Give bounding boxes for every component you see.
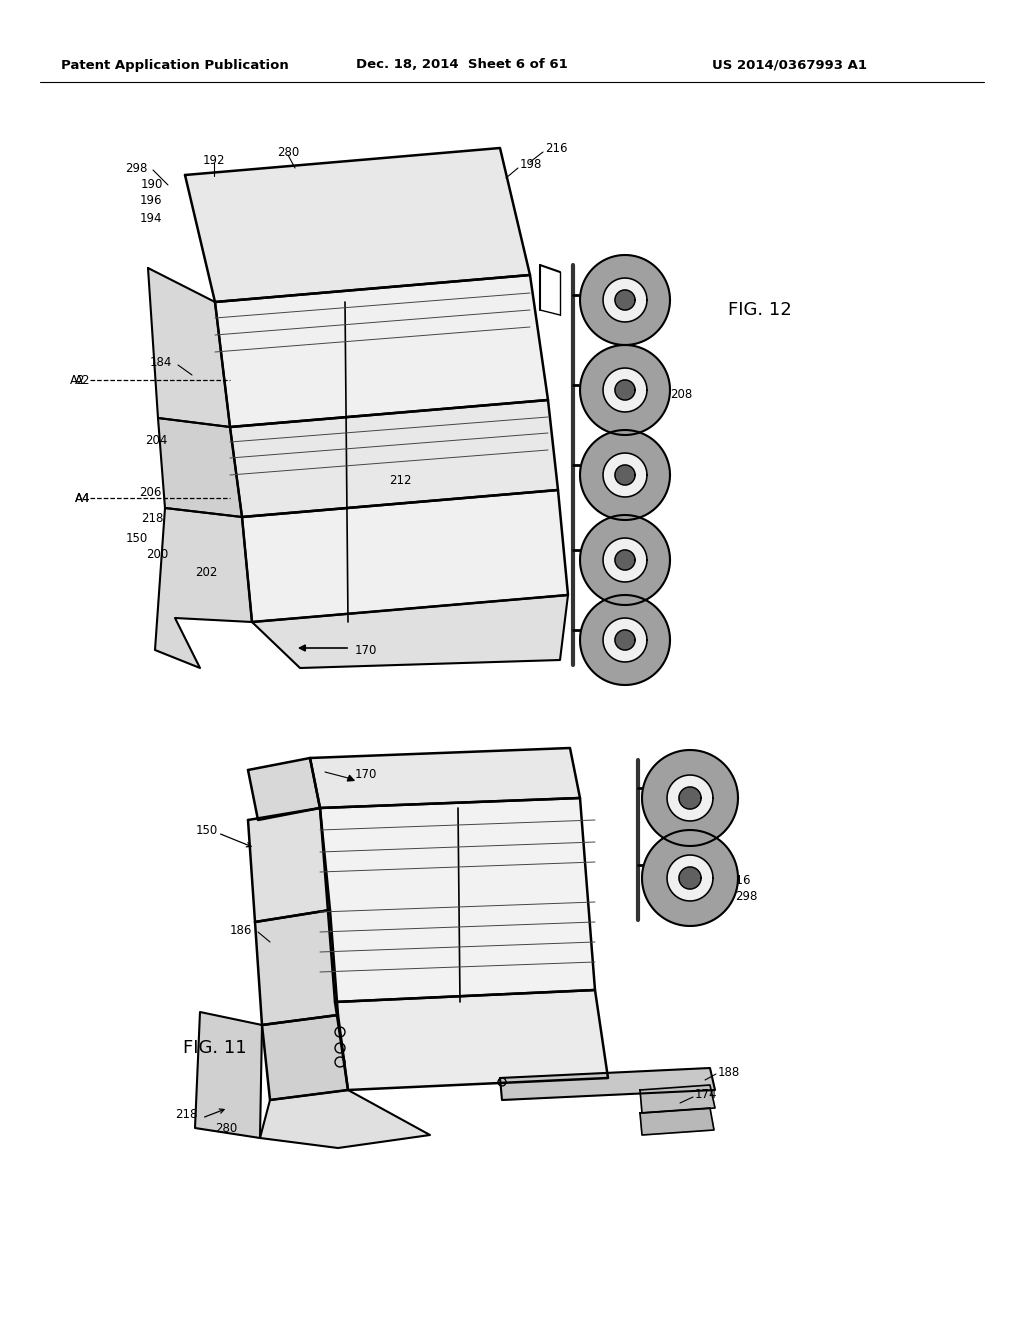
Text: 280: 280 xyxy=(215,1122,238,1134)
Text: 196: 196 xyxy=(139,194,162,206)
Text: 200: 200 xyxy=(145,549,168,561)
Text: A2: A2 xyxy=(75,374,90,387)
Text: 170: 170 xyxy=(355,768,378,781)
Text: 194: 194 xyxy=(139,211,162,224)
Text: 218: 218 xyxy=(140,511,163,524)
Text: 150: 150 xyxy=(196,824,218,837)
Text: 170: 170 xyxy=(355,644,378,656)
Text: 174: 174 xyxy=(695,1089,718,1101)
Text: Dec. 18, 2014  Sheet 6 of 61: Dec. 18, 2014 Sheet 6 of 61 xyxy=(356,58,568,71)
Polygon shape xyxy=(580,430,670,520)
Text: Patent Application Publication: Patent Application Publication xyxy=(61,58,289,71)
Text: 190: 190 xyxy=(140,178,163,191)
Polygon shape xyxy=(603,618,647,663)
Polygon shape xyxy=(248,808,330,921)
Polygon shape xyxy=(615,630,635,649)
Text: 216: 216 xyxy=(728,874,751,887)
Polygon shape xyxy=(640,1085,715,1113)
Polygon shape xyxy=(642,830,738,927)
Polygon shape xyxy=(667,855,713,902)
Text: A4: A4 xyxy=(75,491,90,504)
Text: 208: 208 xyxy=(670,388,692,401)
Polygon shape xyxy=(603,279,647,322)
Polygon shape xyxy=(262,1015,348,1100)
Polygon shape xyxy=(310,748,580,808)
Polygon shape xyxy=(158,418,242,517)
Polygon shape xyxy=(319,799,595,1002)
Polygon shape xyxy=(252,595,568,668)
Polygon shape xyxy=(195,1012,262,1138)
Polygon shape xyxy=(580,515,670,605)
Polygon shape xyxy=(679,867,701,888)
Text: 202: 202 xyxy=(195,565,217,578)
Text: 298: 298 xyxy=(735,890,758,903)
Text: FIG. 11: FIG. 11 xyxy=(183,1039,247,1057)
Polygon shape xyxy=(260,1090,430,1148)
Polygon shape xyxy=(642,750,738,846)
Polygon shape xyxy=(603,539,647,582)
Text: 206: 206 xyxy=(139,486,162,499)
Polygon shape xyxy=(640,1107,714,1135)
Text: 218: 218 xyxy=(176,1109,198,1122)
Text: 198: 198 xyxy=(520,158,543,172)
Polygon shape xyxy=(580,345,670,436)
Polygon shape xyxy=(242,490,568,622)
Polygon shape xyxy=(248,758,319,820)
Polygon shape xyxy=(615,380,635,400)
Text: 186: 186 xyxy=(229,924,252,936)
Text: 192: 192 xyxy=(203,153,225,166)
Polygon shape xyxy=(500,1068,715,1100)
Polygon shape xyxy=(615,550,635,570)
Text: FIG. 12: FIG. 12 xyxy=(728,301,792,319)
Polygon shape xyxy=(667,775,713,821)
Text: A4: A4 xyxy=(75,491,90,504)
Polygon shape xyxy=(255,909,338,1026)
Text: 212: 212 xyxy=(389,474,412,487)
Polygon shape xyxy=(679,787,701,809)
Polygon shape xyxy=(230,400,558,517)
Polygon shape xyxy=(148,268,230,426)
Polygon shape xyxy=(580,595,670,685)
Text: 216: 216 xyxy=(545,141,567,154)
Text: 188: 188 xyxy=(718,1065,740,1078)
Text: A2: A2 xyxy=(70,374,85,387)
Text: US 2014/0367993 A1: US 2014/0367993 A1 xyxy=(713,58,867,71)
Text: 298: 298 xyxy=(125,161,147,174)
Text: 150: 150 xyxy=(126,532,148,544)
Polygon shape xyxy=(155,508,252,668)
Polygon shape xyxy=(215,275,548,426)
Polygon shape xyxy=(580,255,670,345)
Text: 280: 280 xyxy=(276,145,299,158)
Text: 184: 184 xyxy=(150,355,172,368)
Polygon shape xyxy=(615,465,635,484)
Polygon shape xyxy=(185,148,530,302)
Polygon shape xyxy=(335,990,608,1090)
Polygon shape xyxy=(603,453,647,498)
Polygon shape xyxy=(603,368,647,412)
Polygon shape xyxy=(615,290,635,310)
Text: 204: 204 xyxy=(145,433,168,446)
